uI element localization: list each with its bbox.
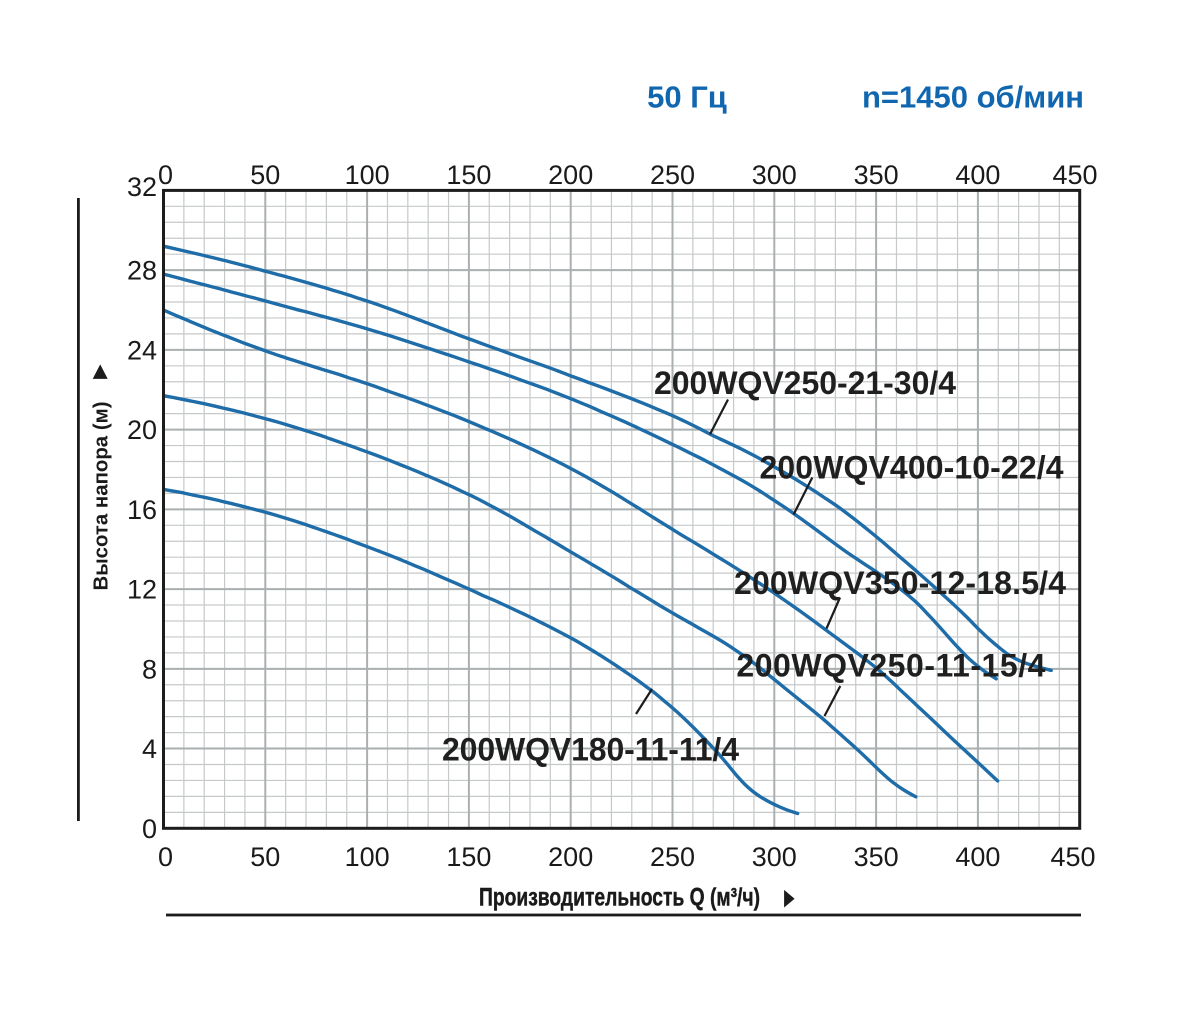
svg-text:250: 250 [650,160,695,190]
svg-text:0: 0 [158,160,173,190]
svg-text:32: 32 [127,172,157,202]
svg-text:50: 50 [250,160,280,190]
svg-text:Высота напора (м): Высота напора (м) [90,402,113,591]
svg-text:150: 150 [446,160,491,190]
svg-text:400: 400 [955,160,1000,190]
svg-text:28: 28 [127,256,157,286]
svg-text:350: 350 [854,842,899,872]
svg-text:100: 100 [345,842,390,872]
svg-text:n=1450 об/мин: n=1450 об/мин [862,80,1084,115]
svg-text:0: 0 [158,842,173,872]
svg-text:200WQV180-11-11/4: 200WQV180-11-11/4 [442,732,739,768]
svg-text:200WQV350-12-18.5/4: 200WQV350-12-18.5/4 [734,565,1066,601]
svg-text:12: 12 [127,575,157,605]
svg-text:16: 16 [127,495,157,525]
svg-text:400: 400 [955,842,1000,872]
svg-text:250: 250 [650,842,695,872]
svg-text:0: 0 [142,814,157,844]
svg-text:450: 450 [1052,160,1097,190]
svg-text:8: 8 [142,654,157,684]
svg-text:4: 4 [142,734,157,764]
svg-text:450: 450 [1050,842,1095,872]
svg-text:50: 50 [250,842,280,872]
svg-text:Производительность Q (м³/ч): Производительность Q (м³/ч) [479,884,760,912]
svg-text:24: 24 [127,336,157,366]
svg-text:200: 200 [548,160,593,190]
svg-text:200WQV400-10-22/4: 200WQV400-10-22/4 [760,450,1064,486]
svg-text:200WQV250-21-30/4: 200WQV250-21-30/4 [654,365,956,401]
svg-text:150: 150 [446,842,491,872]
svg-text:200: 200 [548,842,593,872]
svg-text:100: 100 [345,160,390,190]
svg-text:350: 350 [854,160,899,190]
svg-text:300: 300 [752,160,797,190]
svg-text:50 Гц: 50 Гц [647,80,727,115]
svg-text:200WQV250-11-15/4: 200WQV250-11-15/4 [736,648,1045,684]
svg-text:20: 20 [127,415,157,445]
svg-text:300: 300 [752,842,797,872]
